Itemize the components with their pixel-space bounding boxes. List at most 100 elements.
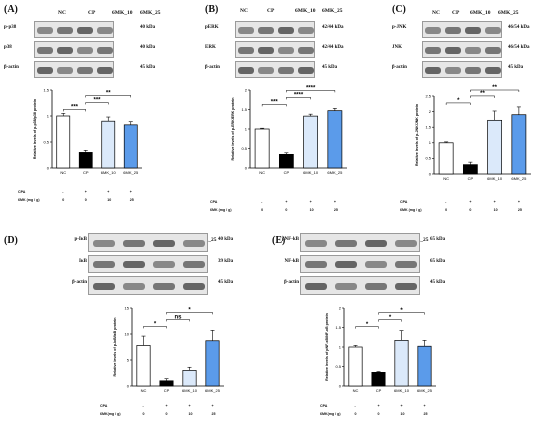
blot-image (300, 276, 420, 295)
bar-cp (278, 153, 294, 169)
bar-mk25 (205, 340, 220, 387)
protein-band (465, 27, 481, 34)
significance-label: **** (306, 86, 316, 92)
protein-band (238, 47, 254, 54)
lane-label: 6MK_25 (498, 10, 519, 16)
bar-mk10 (487, 119, 503, 175)
dose-value: 25 (423, 412, 428, 416)
lane-label: NC (240, 8, 248, 14)
protein-band (258, 67, 274, 74)
x-tick-label: NC (141, 388, 147, 393)
cpa-value: + (333, 200, 336, 204)
protein-band (97, 67, 113, 74)
significance-label: **** (294, 93, 304, 99)
x-tick-label: 6MK_10 (487, 176, 503, 181)
protein-band (152, 282, 176, 290)
y-tick-label: 0.5 (43, 139, 49, 144)
y-tick-label: 1 (339, 344, 342, 349)
y-tick-label: 1.5 (335, 325, 341, 330)
bar-nc (438, 142, 454, 175)
protein-band (394, 239, 418, 247)
significance-bracket (166, 319, 190, 322)
significance-bracket (470, 89, 520, 92)
blot-image (88, 254, 208, 274)
lane-label: CP (88, 10, 96, 16)
significance-bracket (378, 319, 402, 322)
cpa-label: CPA (400, 200, 408, 204)
significance-label: * (366, 322, 369, 328)
protein-band (304, 282, 328, 290)
x-tick-label: 6MK_25 (417, 388, 433, 393)
blot-protein-label: pERK (205, 25, 219, 30)
y-tick-label: 5 (127, 357, 130, 362)
significance-label: * (457, 98, 460, 104)
bar-chart: 0 0.5 1 1.5 2 Relative levels of pNF-κB/NF-κB… (325, 305, 436, 393)
blot-protein-label: IκB (78, 258, 87, 264)
lane-label: 6MK_10 (470, 10, 491, 16)
protein-band (485, 47, 501, 54)
significance-bracket (85, 102, 109, 105)
blot-protein-label: p-JNK (392, 25, 407, 30)
significance-bracket (470, 95, 495, 98)
dose-label: 6MK (mg / g) (400, 208, 422, 212)
protein-band (77, 27, 93, 34)
cpa-value: + (493, 200, 496, 204)
protein-band (182, 239, 206, 247)
protein-band (298, 47, 314, 54)
significance-label: *** (93, 98, 101, 104)
kda-label: 42/44 kDa (322, 45, 344, 50)
blot-protein-label: ERK (205, 45, 216, 50)
cpa-value: + (285, 200, 288, 204)
cpa-value: - (142, 404, 144, 408)
protein-band (152, 239, 176, 247)
protein-band (238, 27, 254, 34)
x-tick-label: 6MK_25 (511, 176, 527, 181)
kda-label: 45 kDa (140, 65, 156, 70)
dose-value: 0 (285, 208, 288, 212)
blot-protein-label: β-actin (284, 280, 299, 286)
lane-label: CP (452, 10, 460, 16)
blot-image (88, 276, 208, 295)
protein-band (57, 47, 73, 54)
y-axis-title: Relative levels of p-JNK/JNK protein (415, 104, 419, 166)
kda-label: 45 kDa (430, 280, 446, 286)
blot-protein-label: p38 (4, 45, 12, 50)
protein-band (238, 67, 254, 74)
significance-label: ** (492, 85, 497, 91)
protein-band (122, 261, 146, 269)
dose-label: 6MK (mg / g) (18, 198, 40, 202)
protein-band (57, 27, 73, 34)
bar-chart: 0 0.5 1 1.5 2 2.5 Relative levels of p-JNK/JNK… (415, 85, 531, 181)
y-tick-label: 10 (125, 331, 130, 336)
protein-band (334, 261, 358, 269)
y-tick-label: 0.5 (335, 364, 341, 369)
blot-protein-label: JNK (392, 45, 402, 50)
protein-band (37, 27, 53, 34)
dose-value: 0 (445, 208, 448, 212)
y-tick-label: 0 (245, 165, 248, 170)
blot-protein-label: β-actin (392, 65, 407, 70)
protein-band (97, 27, 113, 34)
bar-nc (136, 345, 151, 387)
kda-label: 40 kDa (140, 45, 156, 50)
bar-mk10 (101, 120, 116, 169)
protein-band (92, 239, 116, 247)
cpa-value: + (107, 190, 110, 194)
panel-label: (A) (4, 4, 18, 15)
bar-mk25 (327, 110, 343, 169)
protein-band (445, 27, 461, 34)
dose-value: 0 (377, 412, 380, 416)
y-tick-label: 1.5 (43, 87, 49, 92)
protein-band (425, 27, 441, 34)
lane-label: 6MK_25 (322, 8, 343, 14)
protein-band (122, 282, 146, 290)
y-tick-label: 0 (127, 383, 130, 388)
blot-image (34, 21, 114, 38)
dose-value: 25 (211, 412, 216, 416)
x-tick-label: 6MK_10 (303, 170, 319, 175)
significance-label: *** (271, 100, 279, 106)
significance-label: ** (106, 91, 111, 97)
significance-bracket (355, 326, 379, 329)
significance-bracket (445, 102, 471, 105)
y-axis-title: Relative levels of p-IκB/IκB protein (113, 318, 117, 377)
